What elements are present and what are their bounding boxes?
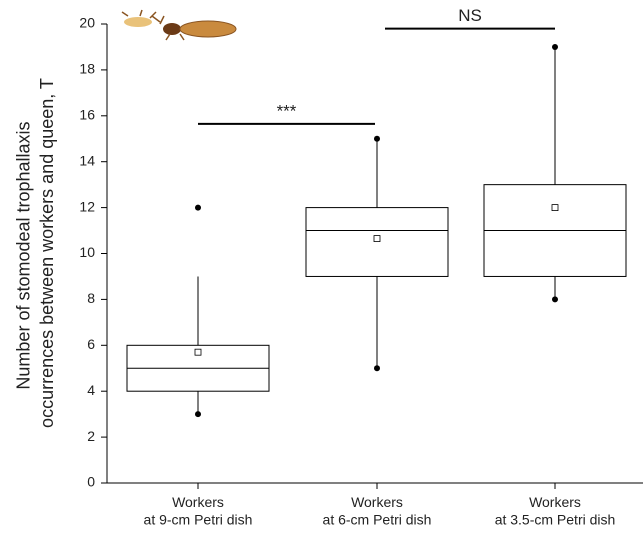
y-tick-label: 14 [79, 152, 95, 168]
y-tick-label: 4 [87, 382, 95, 398]
y-tick-label: 6 [87, 336, 95, 352]
point [374, 136, 380, 142]
box [306, 208, 448, 277]
significance-label: *** [277, 101, 297, 120]
x-tick-label-line: Workers [172, 494, 224, 510]
termite-illustration [122, 10, 236, 40]
x-tick-label-line: Workers [529, 494, 581, 510]
y-tick-label: 0 [87, 474, 95, 490]
mean-marker [195, 349, 201, 355]
y-axis-label-line: Number of stomodeal trophallaxis [13, 121, 33, 389]
y-tick-label: 10 [79, 244, 95, 260]
x-tick-label-line: at 3.5-cm Petri dish [495, 511, 616, 527]
x-tick-label-line: at 9-cm Petri dish [144, 511, 253, 527]
x-tick-label-line: at 6-cm Petri dish [323, 511, 432, 527]
point [195, 411, 201, 417]
point [552, 296, 558, 302]
significance-label: NS [458, 6, 482, 25]
chart: Number of stomodeal trophallaxis occurre… [0, 0, 643, 543]
y-tick-label: 2 [87, 428, 95, 444]
y-tick-label: 8 [87, 290, 95, 306]
mean-marker [552, 205, 558, 211]
point [552, 44, 558, 50]
x-tick-label-line: Workers [351, 494, 403, 510]
y-tick-label: 18 [79, 61, 95, 77]
y-tick-label: 16 [79, 107, 95, 123]
point [374, 365, 380, 371]
y-tick-label: 12 [79, 198, 95, 214]
point [195, 205, 201, 211]
mean-marker [374, 236, 380, 242]
y-axis-label: Number of stomodeal trophallaxis occurre… [13, 78, 56, 428]
y-axis-label-line: occurrences between workers and queen, T [37, 78, 57, 428]
y-tick-label: 20 [79, 15, 95, 31]
